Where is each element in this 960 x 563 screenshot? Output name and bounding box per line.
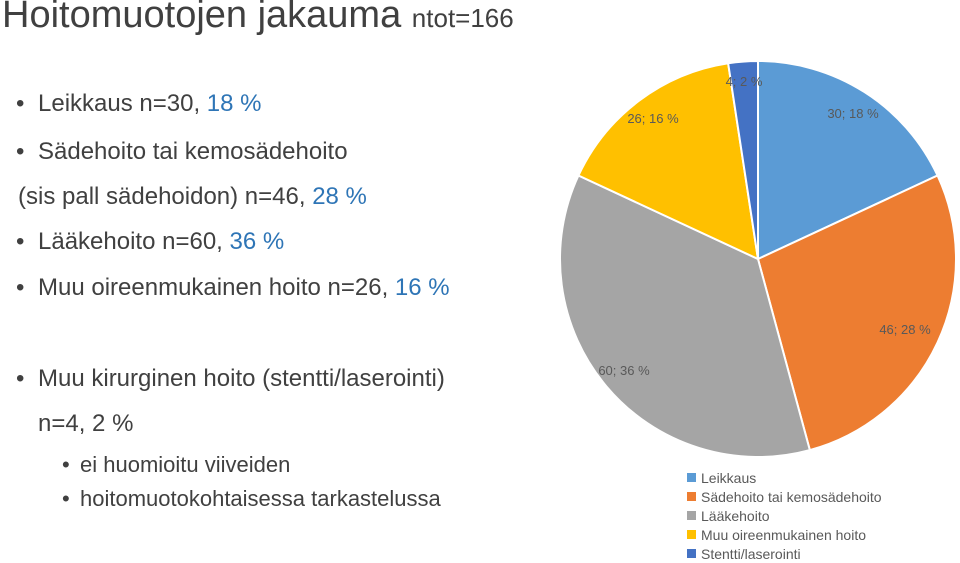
bullet-text: Muu oireenmukainen hoito n=26, — [38, 274, 395, 301]
legend-label: Sädehoito tai kemosädehoito — [701, 488, 882, 505]
bullet-muu-kirurginen: Muu kirurginen hoito (stentti/laserointi… — [16, 365, 445, 393]
bullet-sadehoito: Sädehoito tai kemosädehoito — [16, 138, 348, 166]
bullet-text: (sis pall sädehoidon) n=46, — [18, 183, 313, 210]
legend-label: Muu oireenmukainen hoito — [701, 526, 866, 543]
bullet-text: ei huomioitu viiveiden — [80, 452, 291, 477]
bullet-text: Leikkaus n=30, — [38, 90, 207, 117]
bullet-sadehoito-cont: (sis pall sädehoidon) n=46, 28 % — [18, 183, 367, 211]
title-total: ntot=166 — [411, 3, 514, 33]
sub-bullet-note: ei huomioitu viiveiden — [62, 452, 291, 478]
bullet-leikkaus: Leikkaus n=30, 18 % — [16, 90, 262, 118]
pie-slice-5 — [726, 59, 759, 260]
bullet-text: n=4, 2 % — [38, 410, 134, 437]
data-label-3: 60; 36 % — [598, 363, 650, 378]
bullet-percent: 16 % — [394, 274, 450, 301]
bullet-percent: 36 % — [229, 228, 285, 255]
data-label-5: 4; 2 % — [726, 74, 763, 89]
bullet-text: hoitomuotokohtaisessa tarkastelussa — [80, 486, 441, 511]
legend-item: Lääkehoito — [687, 506, 882, 525]
legend-item: Stentti/laserointi — [687, 544, 882, 563]
data-label-1: 30; 18 % — [827, 106, 879, 121]
legend-swatch — [687, 549, 696, 558]
data-label-4: 26; 16 % — [627, 111, 679, 126]
legend-item: Sädehoito tai kemosädehoito — [687, 487, 882, 506]
sub-bullet-note-cont: hoitomuotokohtaisessa tarkastelussa — [62, 486, 441, 512]
title-main: Hoitomuotojen jakauma — [2, 0, 402, 36]
bullet-muu-oireen: Muu oireenmukainen hoito n=26, 16 % — [16, 274, 450, 302]
legend-swatch — [687, 473, 696, 482]
page-title: Hoitomuotojen jakauma ntot=166 — [2, 0, 514, 37]
bullet-text: Sädehoito tai kemosädehoito — [38, 138, 348, 165]
bullet-percent: 18 % — [206, 90, 262, 117]
bullet-percent: 28 % — [312, 183, 367, 210]
pie-slice-1 — [757, 59, 939, 261]
legend-swatch — [687, 530, 696, 539]
pie-slice-2 — [756, 174, 957, 452]
legend-label: Stentti/laserointi — [701, 545, 801, 562]
legend-swatch — [687, 511, 696, 520]
data-label-2: 46; 28 % — [879, 322, 931, 337]
legend-swatch — [687, 492, 696, 501]
legend-label: Lääkehoito — [701, 507, 770, 524]
chart-legend: Leikkaus Sädehoito tai kemosädehoito Lääke… — [687, 468, 882, 563]
pie-slice-3 — [559, 174, 812, 458]
legend-item: Leikkaus — [687, 468, 882, 487]
bullet-text: Muu kirurginen hoito (stentti/laserointi… — [38, 365, 445, 392]
bullet-laakehoito: Lääkehoito n=60, 36 % — [16, 228, 285, 256]
pie-slice-4 — [577, 62, 760, 261]
bullet-text: Lääkehoito n=60, — [38, 228, 230, 255]
legend-label: Leikkaus — [701, 469, 757, 486]
bullet-muu-kirurginen-cont: n=4, 2 % — [38, 410, 133, 438]
legend-item: Muu oireenmukainen hoito — [687, 525, 882, 544]
